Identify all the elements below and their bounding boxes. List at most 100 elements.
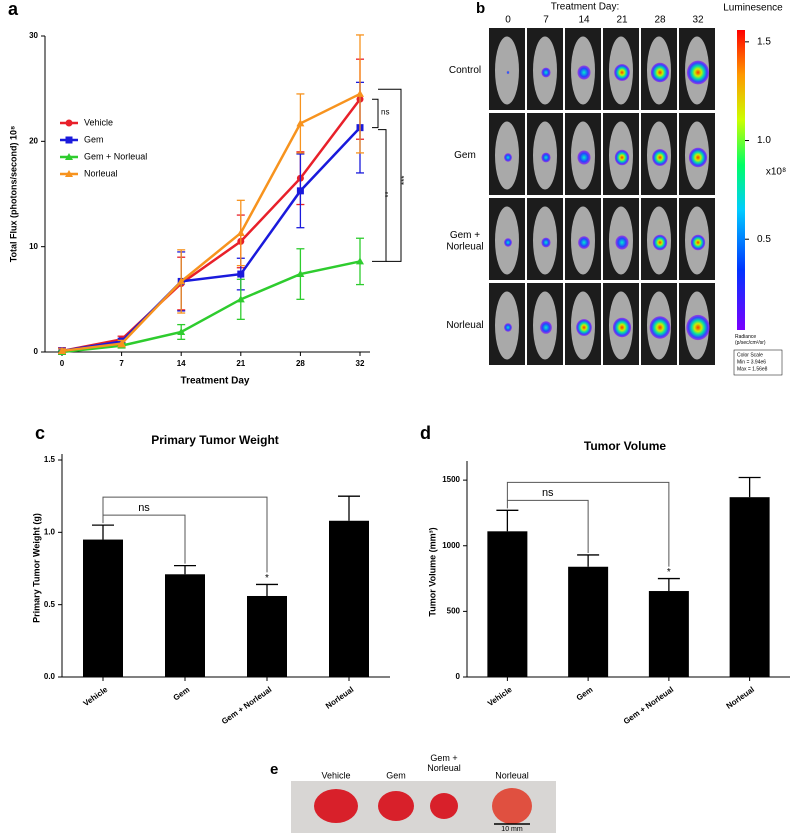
- tumor: [430, 793, 458, 819]
- marker: [296, 119, 305, 127]
- bar: [648, 591, 689, 677]
- y-axis-label: Total Flux (photons/second) 10⁸: [8, 126, 18, 263]
- marker: [177, 277, 186, 285]
- x-tick-label: 28: [296, 359, 305, 368]
- annotation: *: [265, 573, 269, 584]
- tumor: [378, 791, 414, 821]
- photo-label: Norleual: [495, 770, 529, 780]
- signal: [504, 153, 512, 162]
- x-tick-label: 14: [177, 359, 186, 368]
- bracket: [506, 481, 670, 567]
- scale-text: Min = 3.94e6: [737, 359, 766, 365]
- x-tick-label: Norleual: [725, 685, 756, 711]
- series-line: [61, 92, 361, 353]
- bar: [568, 566, 609, 677]
- signal: [541, 237, 551, 248]
- legend-label: Gem + Norleual: [84, 151, 147, 161]
- chart-title: Primary Tumor Weight: [151, 433, 279, 447]
- x-tick-label: Norleual: [324, 685, 355, 711]
- legend-label: Vehicle: [84, 117, 113, 127]
- y-tick-label: 500: [447, 606, 461, 615]
- panel-label: a: [8, 0, 19, 19]
- y-tick-label: 20: [29, 136, 38, 145]
- x-tick-label: Vehicle: [486, 685, 514, 709]
- marker: [237, 270, 245, 278]
- bar: [729, 497, 770, 677]
- photo-label: Gem + Norleual: [427, 753, 461, 773]
- day-label: 32: [692, 15, 704, 26]
- series-line: [61, 126, 361, 353]
- row-label: Gem + Norleual: [446, 229, 483, 252]
- panel-label: e: [270, 761, 278, 778]
- signal: [540, 321, 552, 334]
- scale-text: Max = 1.56e8: [737, 366, 768, 372]
- mouse-body: [495, 36, 519, 105]
- photo-label: Vehicle: [321, 770, 350, 780]
- tumor: [492, 788, 532, 824]
- bar: [329, 520, 369, 677]
- colorbar-unit: x10⁸: [766, 167, 786, 178]
- header: Treatment Day:: [551, 2, 620, 13]
- signal: [650, 62, 670, 83]
- y-tick-label: 1500: [442, 475, 460, 484]
- day-label: 21: [616, 15, 628, 26]
- marker: [296, 270, 305, 278]
- bar: [247, 595, 287, 677]
- panel-label: d: [420, 423, 431, 443]
- row-label: Gem: [454, 150, 476, 161]
- signal: [615, 235, 629, 250]
- marker: [296, 187, 304, 195]
- series-line: [61, 260, 361, 354]
- signal: [504, 238, 512, 247]
- annotation: ns: [381, 108, 389, 117]
- x-tick-label: 7: [119, 359, 124, 368]
- y-tick-label: 1.5: [44, 455, 56, 464]
- row-label: Control: [449, 65, 481, 76]
- signal: [612, 317, 632, 338]
- colorbar: [737, 30, 745, 330]
- bracket: [506, 499, 589, 553]
- y-tick-label: 1000: [442, 541, 460, 550]
- signal: [686, 314, 710, 341]
- bracket: [102, 514, 186, 564]
- signal: [577, 65, 591, 80]
- scale-text: Color Scale: [737, 352, 763, 358]
- signal: [576, 319, 592, 336]
- legend-marker: [65, 136, 73, 144]
- bracket: [102, 496, 268, 573]
- panel-label: c: [35, 423, 45, 443]
- series-line: [61, 98, 361, 353]
- marker: [117, 339, 126, 347]
- x-tick-label: Gem + Norleual: [622, 685, 675, 726]
- signal: [686, 60, 710, 85]
- row-label: Norleual: [446, 320, 483, 331]
- signal: [541, 152, 551, 163]
- legend-label: Norleual: [84, 168, 118, 178]
- signal: [578, 236, 590, 249]
- radiance-label: Radiance (p/sec/cm²/sr): [735, 334, 766, 346]
- y-axis-label: Tumor Volume (mm³): [427, 527, 437, 616]
- bracket: [378, 88, 402, 262]
- legend-marker: [65, 153, 73, 160]
- y-tick-label: 30: [29, 31, 38, 40]
- legend-label: Gem: [84, 134, 104, 144]
- signal: [652, 234, 668, 251]
- legend-marker: [65, 119, 73, 127]
- signal: [690, 234, 706, 251]
- bar: [165, 574, 205, 677]
- signal: [652, 149, 668, 166]
- y-tick-label: 0.5: [44, 600, 56, 609]
- day-label: 28: [654, 15, 666, 26]
- y-tick-label: 1.0: [44, 527, 56, 536]
- signal: [506, 71, 510, 74]
- bracket: [372, 129, 387, 262]
- colorbar-tick-label: 0.5: [757, 234, 771, 245]
- tumor: [314, 789, 358, 823]
- panel-label: b: [476, 0, 485, 17]
- chart-title: Tumor Volume: [584, 439, 667, 453]
- x-tick-label: Gem + Norleual: [220, 685, 273, 726]
- photo-label: Gem: [386, 770, 406, 780]
- day-label: 14: [578, 15, 590, 26]
- x-tick-label: Gem: [172, 685, 192, 703]
